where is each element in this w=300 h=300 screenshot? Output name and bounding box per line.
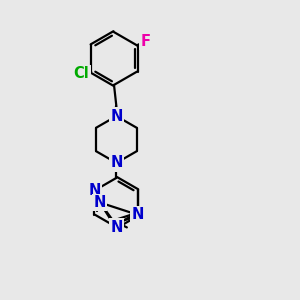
Text: N: N [94,195,106,210]
Text: N: N [110,155,123,170]
Text: N: N [131,207,144,222]
Text: N: N [89,183,101,198]
Text: N: N [110,109,123,124]
Text: Cl: Cl [74,66,89,81]
Text: F: F [140,34,150,49]
Text: N: N [110,220,123,235]
